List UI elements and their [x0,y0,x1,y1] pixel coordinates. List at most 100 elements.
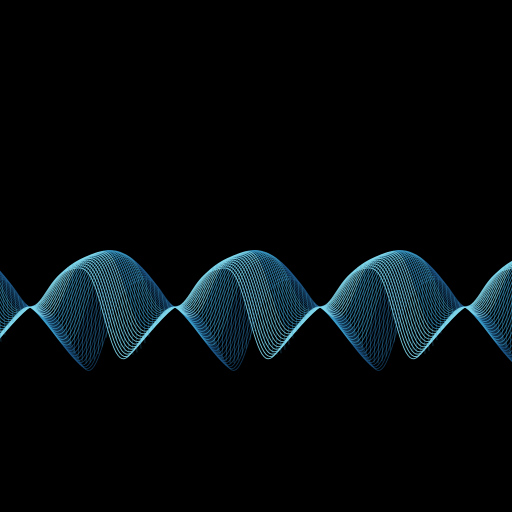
wave-rib [261,309,266,347]
wave-rib [57,276,62,324]
wave-rib [489,280,494,319]
wave-strand [0,250,512,327]
wave-rib [281,275,286,350]
wave-rib [445,286,450,321]
wave-rib [73,263,78,353]
wave-rib [405,311,410,345]
wave-rib [85,274,90,364]
wave-rib [313,302,318,308]
wave-rib [365,263,370,356]
wave-rib [153,283,158,324]
wave-strand [0,262,512,357]
wave-rib [493,274,498,326]
wave-rib [217,263,222,352]
wave-rib [277,278,282,354]
wave-rib [429,274,434,347]
wave-strand [0,263,512,355]
wave-rib [413,292,418,354]
wave-strand [0,252,512,338]
wave-rib [69,263,74,347]
wave-rib [285,274,290,345]
wave-rib [165,299,170,310]
wave-strand [0,251,512,332]
wave-rib [393,318,398,343]
wave-rib [453,296,458,311]
wave-rib [97,301,102,355]
wave-rib [477,298,482,306]
wave-rib [33,305,38,307]
wave-rib [437,277,442,334]
wave-rib [449,291,454,316]
wave-rib [201,277,206,322]
wave-rib [293,278,298,332]
wave-rib [41,299,46,306]
wave-rib [397,328,402,333]
wave-rib [121,297,126,353]
wave-rib [237,289,242,361]
wave-rib [161,294,166,313]
wave-rib [0,312,2,342]
wave-rib [61,270,66,331]
wave-rib [417,285,422,356]
wave-rib [229,272,234,364]
wave-rib [309,298,314,311]
wave-rib [189,296,194,307]
wave-rib [409,301,414,351]
wave-rib [197,284,202,316]
wave-rib [353,268,358,335]
wave-rib [389,307,394,351]
wave-rib [441,281,446,327]
wave-rib [13,290,18,317]
wave-rib [125,289,130,355]
wave-rib [117,306,122,349]
wave-rib [349,273,354,328]
wave-rib [273,283,278,355]
wave-rib [193,290,198,311]
wave-rib [377,278,382,364]
wave-rib [249,320,254,341]
wave-rib [469,304,474,306]
wave-rib [373,271,378,363]
wave-rib [129,282,134,355]
wave-rib [381,286,386,362]
wave-rib [49,288,54,312]
wave-rib [369,266,374,361]
wave-rib [333,297,338,307]
wave-rib [109,327,114,334]
wave-rib [421,279,426,354]
wave-rib [361,263,366,350]
wave-rib [401,322,406,338]
wave-rib [157,288,162,318]
wave-strand [0,255,512,346]
wave-strand [0,267,512,360]
wave-rib [9,285,14,323]
wave-rib [133,277,138,353]
wave-rib [329,301,334,305]
wave-rib [257,319,262,340]
wave-rib [505,263,510,348]
wave-rib [337,291,342,310]
wave-rib [485,287,490,313]
wave-rib [81,268,86,362]
wave-rib [433,275,438,341]
wave-rib [385,296,390,357]
wave-rib [17,295,22,312]
wave-rib [93,291,98,360]
wave-rib [357,264,362,343]
wave-rib [345,279,350,320]
wave-rib [141,274,146,344]
wave-rib [225,267,230,362]
wave-rib [425,276,430,351]
wave-strand [0,265,512,358]
wave-rib [221,264,226,358]
wave-rib [77,264,82,359]
wave-rib [473,302,478,305]
wave-rib [481,293,486,309]
wave-rib [289,275,294,339]
wave-strand [0,254,512,343]
wave-rib [209,267,214,337]
wave-rib [169,303,174,308]
wave-rib [457,301,462,309]
